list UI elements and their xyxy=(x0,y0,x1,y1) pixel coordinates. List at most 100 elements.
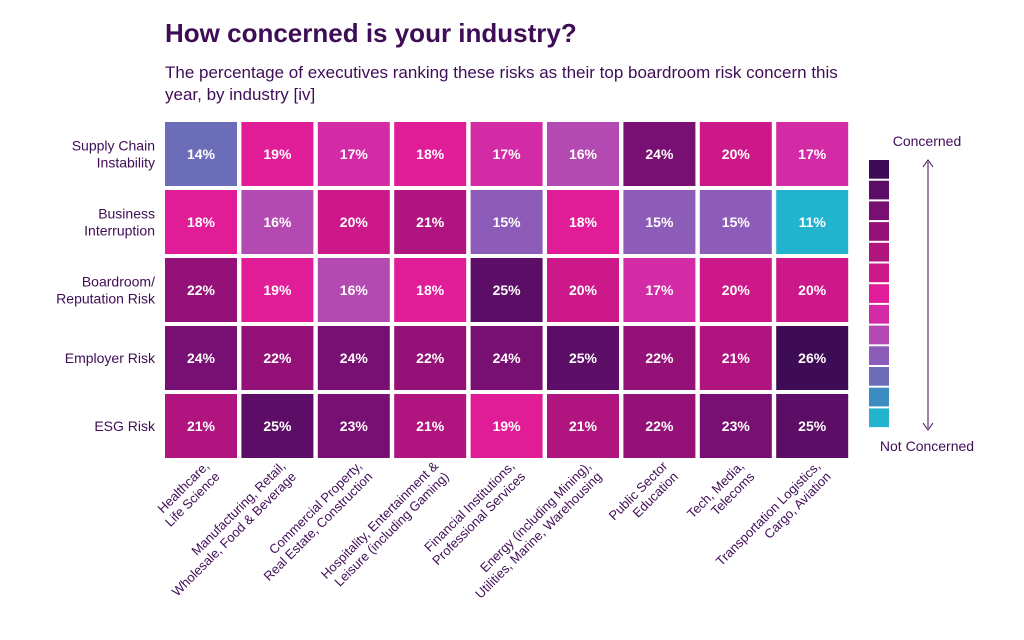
legend-swatch xyxy=(869,408,889,428)
cell-value-label: 19% xyxy=(263,282,292,298)
cell-value-label: 21% xyxy=(416,418,445,434)
column-label: Energy (including Mining),Utilities, Mar… xyxy=(462,458,605,601)
legend-swatch xyxy=(869,201,889,221)
cell-value-label: 17% xyxy=(493,146,522,162)
cell-value-label: 26% xyxy=(798,350,827,366)
cell-value-label: 14% xyxy=(187,146,216,162)
heatmap-cell xyxy=(317,258,390,322)
heatmap-cell xyxy=(317,122,390,186)
heatmap-cell xyxy=(470,258,543,322)
legend-bottom-label: Not Concerned xyxy=(880,438,974,454)
legend-swatch xyxy=(869,242,889,262)
chart-title: How concerned is your industry? xyxy=(165,18,577,48)
cell-value-label: 15% xyxy=(493,214,522,230)
cell-value-label: 25% xyxy=(493,282,522,298)
heatmap-cell xyxy=(317,190,390,254)
heatmap-cell xyxy=(699,326,772,390)
cell-value-label: 20% xyxy=(340,214,369,230)
cell-value-label: 22% xyxy=(263,350,292,366)
heatmap-cell xyxy=(394,326,467,390)
cell-value-label: 18% xyxy=(416,282,445,298)
column-label-group: Energy (including Mining),Utilities, Mar… xyxy=(462,458,605,601)
cell-value-label: 15% xyxy=(645,214,674,230)
cell-value-label: 21% xyxy=(187,418,216,434)
heatmap-cell xyxy=(699,394,772,458)
legend-swatch xyxy=(869,160,889,179)
row-label: Business Interruption xyxy=(84,206,155,239)
heatmap-cell xyxy=(394,394,467,458)
heatmap-cell xyxy=(241,326,314,390)
cell-value-label: 19% xyxy=(493,418,522,434)
cell-value-label: 17% xyxy=(798,146,827,162)
legend-swatch xyxy=(869,387,889,407)
column-label: Tech, Media,Telecoms xyxy=(684,458,758,532)
legend-swatch xyxy=(869,263,889,283)
legend-swatch xyxy=(869,180,889,200)
heatmap-cell xyxy=(241,122,314,186)
cell-value-label: 22% xyxy=(416,350,445,366)
heatmap-cell xyxy=(623,190,696,254)
column-label-group: Healthcare,Life Science xyxy=(151,458,222,529)
heatmap-cell xyxy=(776,326,849,390)
cell-value-label: 17% xyxy=(645,282,674,298)
cell-value-label: 16% xyxy=(263,214,292,230)
row-label: Supply Chain Instability xyxy=(72,138,155,171)
cell-value-label: 16% xyxy=(340,282,369,298)
legend-swatch xyxy=(869,284,889,303)
chart-subtitle: The percentage of executives ranking the… xyxy=(165,63,838,104)
cell-value-label: 22% xyxy=(187,282,216,298)
heatmap-cell xyxy=(547,326,619,390)
heatmap-cell xyxy=(470,326,543,390)
cell-value-label: 17% xyxy=(340,146,369,162)
column-label: Healthcare,Life Science xyxy=(151,458,222,529)
heatmap-cell xyxy=(776,190,849,254)
heatmap-cell xyxy=(699,258,772,322)
heatmap-cell xyxy=(776,394,849,458)
heatmap-cell xyxy=(470,394,543,458)
cell-value-label: 21% xyxy=(416,214,445,230)
heatmap-cell xyxy=(317,326,390,390)
cell-value-label: 22% xyxy=(645,418,674,434)
row-label: ESG Risk xyxy=(94,418,156,434)
cell-value-label: 18% xyxy=(416,146,445,162)
heatmap-cell xyxy=(394,190,467,254)
cell-value-label: 20% xyxy=(569,282,598,298)
cell-value-label: 23% xyxy=(722,418,751,434)
row-label: Employer Risk xyxy=(65,350,156,366)
column-label: Public SectorEducation xyxy=(606,458,682,534)
heatmap-cell xyxy=(699,190,772,254)
row-label: Boardroom/Reputation Risk xyxy=(56,274,156,307)
column-label-group: Public SectorEducation xyxy=(606,458,682,534)
heatmap-cell xyxy=(470,190,543,254)
heatmap-cell xyxy=(547,190,619,254)
legend-swatch xyxy=(869,346,889,365)
legend-top-label: Concerned xyxy=(893,133,962,149)
heatmap-cell xyxy=(623,258,696,322)
heatmap-cell xyxy=(241,394,314,458)
cell-value-label: 16% xyxy=(569,146,598,162)
heatmap-cell xyxy=(241,190,314,254)
heatmap-cell xyxy=(165,122,237,186)
heatmap-cell xyxy=(165,258,237,322)
cell-value-label: 18% xyxy=(569,214,598,230)
legend-arrow-up-icon xyxy=(922,159,934,168)
legend-swatch xyxy=(869,304,889,324)
cell-value-label: 25% xyxy=(798,418,827,434)
heatmap-cell xyxy=(165,394,237,458)
cell-value-label: 19% xyxy=(263,146,292,162)
cell-value-label: 23% xyxy=(340,418,369,434)
heatmap-cell xyxy=(470,122,543,186)
heatmap-cell xyxy=(165,190,237,254)
heatmap-cell xyxy=(394,122,467,186)
cell-value-label: 24% xyxy=(340,350,369,366)
legend-arrow-down-icon xyxy=(922,422,934,431)
cell-value-label: 24% xyxy=(493,350,522,366)
cell-value-label: 25% xyxy=(569,350,598,366)
heatmap-cell xyxy=(241,258,314,322)
cell-value-label: 20% xyxy=(798,282,827,298)
heatmap-cell xyxy=(699,122,772,186)
cell-value-label: 20% xyxy=(722,282,751,298)
cell-value-label: 21% xyxy=(722,350,751,366)
heatmap-cell xyxy=(623,122,696,186)
